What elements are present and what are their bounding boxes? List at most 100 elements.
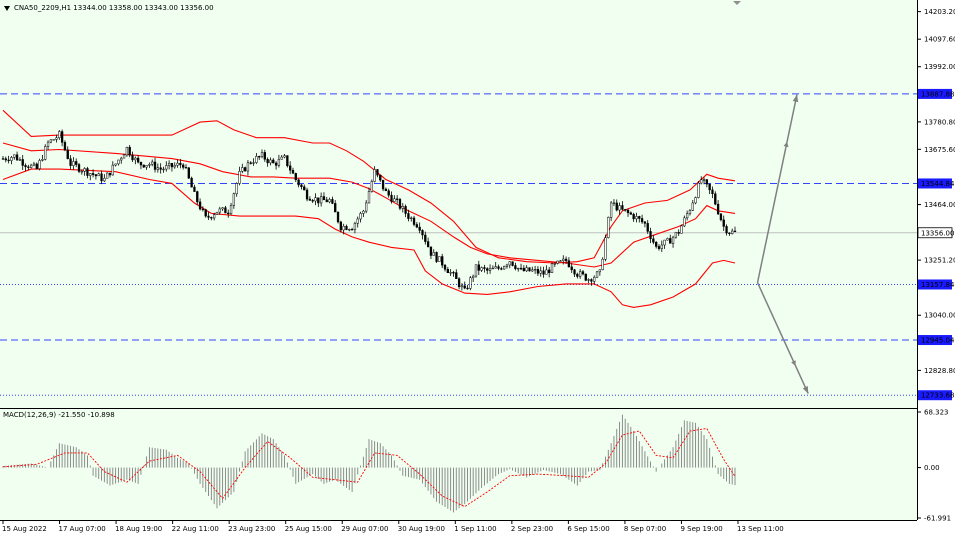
candle-body: [342, 225, 345, 231]
candle: [182, 163, 185, 170]
candle: [511, 261, 514, 267]
triangle-down-icon[interactable]: [4, 6, 10, 11]
candle: [638, 215, 641, 223]
candle-body: [655, 242, 658, 247]
candle-body: [170, 163, 174, 168]
candle-body: [359, 213, 362, 220]
candle-body: [52, 139, 55, 141]
candle-body: [570, 266, 573, 271]
candle-body: [488, 268, 492, 271]
candle: [170, 162, 174, 172]
candle-body: [336, 211, 340, 223]
candle-body: [303, 186, 306, 191]
candle: [671, 235, 675, 248]
candle-body: [238, 171, 241, 184]
candle: [731, 228, 734, 235]
candle-body: [165, 165, 168, 170]
candle-body: [629, 212, 632, 215]
candle: [632, 212, 635, 222]
candle-body: [601, 258, 604, 271]
candle: [303, 184, 306, 191]
price-tick-label: 14203.20: [924, 8, 955, 16]
scroll-marker-icon[interactable]: [733, 1, 741, 5]
candle-body: [331, 199, 334, 204]
candle-body: [260, 152, 264, 157]
projection-arrow[interactable]: [756, 94, 799, 283]
candle-body: [269, 159, 272, 164]
candle: [159, 163, 162, 174]
candle-body: [612, 202, 616, 204]
candle: [517, 267, 520, 272]
level-price-label-box: [918, 178, 952, 189]
candle-body: [635, 216, 638, 220]
candle-body: [227, 212, 230, 215]
candle: [716, 200, 720, 216]
candle-body: [646, 223, 649, 232]
candle: [564, 256, 568, 264]
candle: [370, 179, 373, 193]
candle-body: [457, 278, 461, 288]
candle-body: [472, 275, 475, 278]
price-axis[interactable]: 14203.20 14097.60 13992.00 13780.80 13675.60…: [917, 8, 955, 523]
candle-body: [621, 205, 624, 210]
candle: [528, 267, 531, 272]
candle: [663, 239, 666, 249]
candle-body: [24, 165, 27, 168]
candle: [688, 209, 692, 216]
candle: [94, 174, 98, 180]
candle-body: [367, 191, 371, 204]
candle: [77, 162, 81, 174]
candle-body: [609, 202, 613, 218]
candle: [666, 237, 669, 241]
level-price-label-box: [918, 390, 952, 401]
candle: [286, 155, 289, 168]
candle: [694, 196, 697, 205]
time-axis[interactable]: 15 Aug 2022 17 Aug 07:00 18 Aug 19:00 22 Au…: [2, 520, 784, 533]
candle: [308, 196, 312, 201]
candle: [89, 173, 92, 181]
candle-body: [356, 218, 359, 224]
projection-arrow[interactable]: [756, 282, 809, 394]
candle: [353, 221, 357, 234]
candle-body: [210, 217, 213, 219]
candle: [350, 227, 354, 231]
candle: [108, 172, 112, 178]
candle: [728, 232, 731, 236]
candle: [393, 195, 396, 202]
candle: [232, 192, 236, 209]
bollinger-upper-line[interactable]: [2, 109, 736, 264]
candle-body: [249, 162, 252, 164]
candle: [325, 196, 328, 203]
candle-body: [421, 230, 424, 236]
candle-body: [89, 173, 92, 176]
candle: [187, 167, 190, 180]
candle-body: [615, 202, 618, 211]
candle-body: [4, 158, 7, 161]
candle: [249, 161, 252, 165]
macd-plot-area[interactable]: [0, 408, 917, 520]
candle: [438, 256, 441, 262]
candle-body: [733, 230, 737, 233]
candle-body: [314, 197, 317, 202]
candle: [83, 167, 86, 176]
candle: [469, 276, 472, 291]
candle-body: [604, 237, 607, 260]
macd-signal-line[interactable]: [2, 428, 736, 508]
level-price-label-box: [918, 88, 952, 99]
candle-body: [258, 156, 261, 158]
bollinger-lower-line[interactable]: [2, 168, 736, 308]
candle-body: [731, 230, 734, 234]
candle: [595, 270, 599, 278]
candle-body: [387, 190, 390, 196]
candle: [114, 163, 117, 167]
candle: [449, 269, 452, 277]
candle: [725, 224, 728, 236]
main-plot-area[interactable]: [0, 0, 917, 408]
candle-body: [632, 213, 635, 220]
candle-body: [162, 168, 165, 171]
candle: [243, 166, 247, 172]
candle-body: [18, 159, 22, 161]
candle: [587, 278, 590, 284]
candle: [621, 201, 624, 211]
bollinger-middle-line[interactable]: [2, 142, 736, 268]
